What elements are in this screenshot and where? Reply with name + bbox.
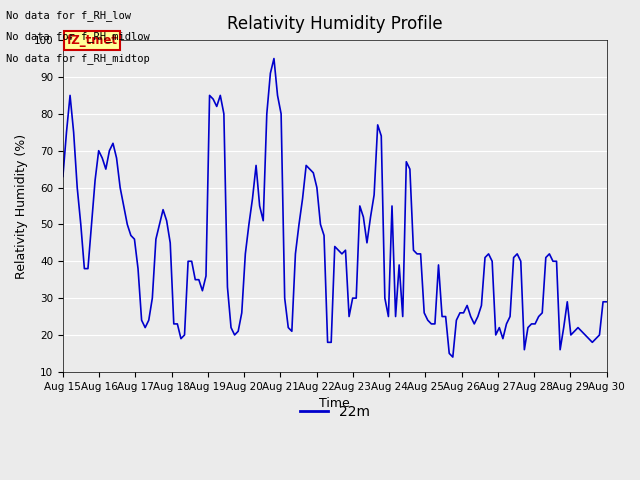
Text: No data for f_RH_midlow: No data for f_RH_midlow [6,31,150,42]
Text: No data for f_RH_low: No data for f_RH_low [6,10,131,21]
Y-axis label: Relativity Humidity (%): Relativity Humidity (%) [15,133,28,278]
Text: fZ_tmet: fZ_tmet [67,34,118,47]
Text: No data for f_RH_midtop: No data for f_RH_midtop [6,53,150,64]
X-axis label: Time: Time [319,397,350,410]
Legend: 22m: 22m [294,399,375,425]
Title: Relativity Humidity Profile: Relativity Humidity Profile [227,15,443,33]
